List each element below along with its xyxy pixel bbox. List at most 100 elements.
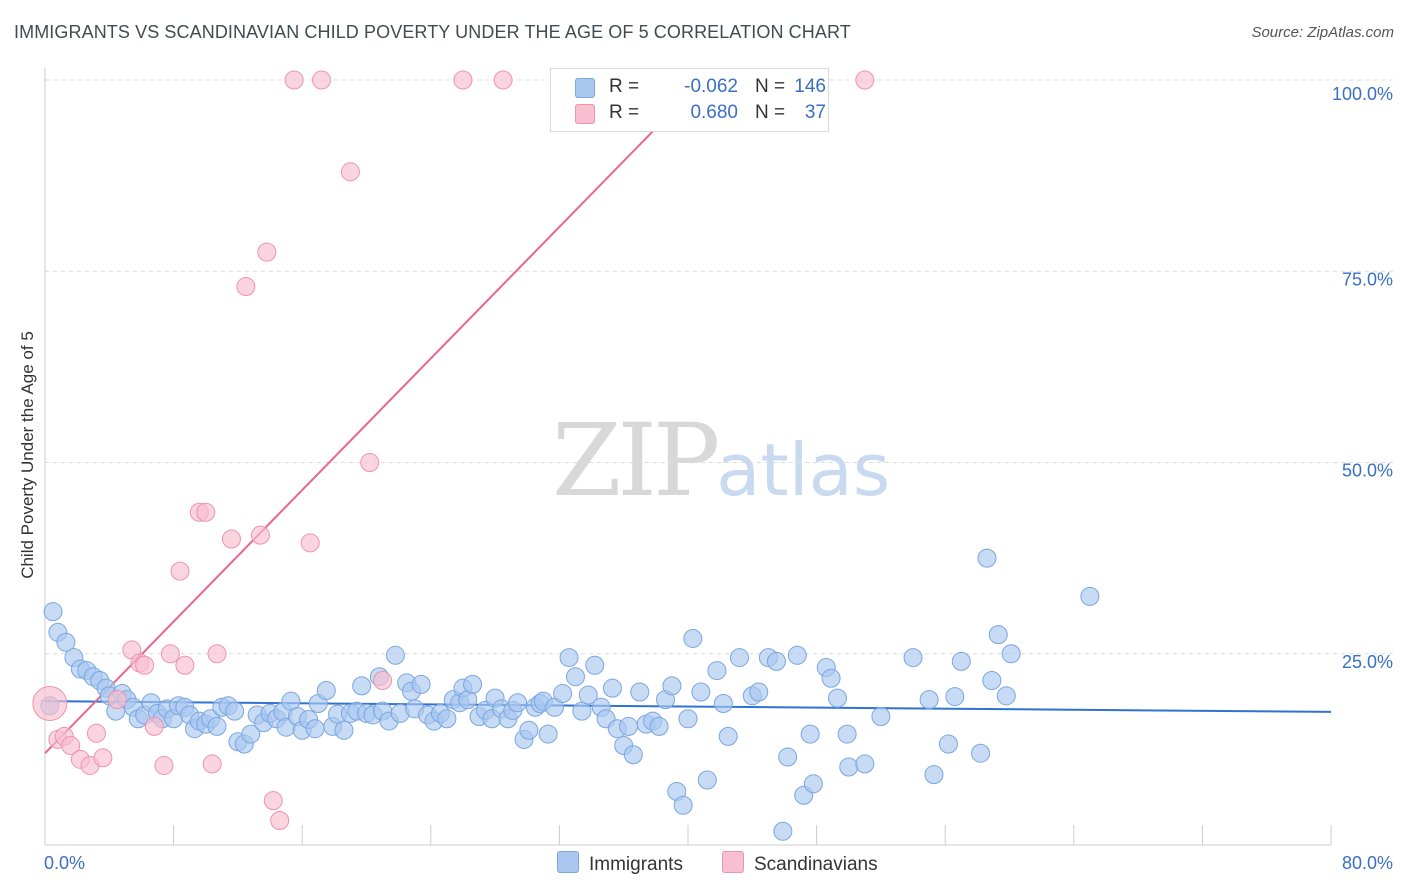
chart-title: IMMIGRANTS VS SCANDINAVIAN CHILD POVERTY… <box>14 22 851 42</box>
scandinavians-point <box>257 242 277 262</box>
immigrants-point <box>411 674 431 694</box>
legend-n-value: 146 <box>794 76 826 97</box>
immigrants-point <box>1001 644 1021 664</box>
source-label: Source: ZipAtlas.com <box>1251 24 1394 41</box>
scandinavians-point <box>453 70 473 90</box>
immigrants-point <box>207 716 227 736</box>
immigrants-point <box>334 720 354 740</box>
immigrants-point <box>729 648 749 668</box>
legend-n-label: N = <box>755 102 786 123</box>
y-tick-label: 100.0% <box>1332 84 1393 104</box>
scandinavians-point <box>300 533 320 553</box>
immigrants-point <box>903 648 923 668</box>
immigrants-point <box>1080 586 1100 606</box>
immigrants-point <box>871 706 891 726</box>
scandinavians-point <box>196 502 216 522</box>
immigrants-point <box>837 724 857 744</box>
legend-r-label: R = <box>609 102 640 123</box>
immigrants-point <box>649 716 669 736</box>
immigrants-point <box>673 795 693 815</box>
bottom-legend-swatch-immigrants <box>557 851 579 873</box>
immigrants-point <box>619 716 639 736</box>
immigrants-point <box>225 701 245 721</box>
watermark-atlas: atlas <box>716 428 891 512</box>
immigrants-point <box>553 684 573 704</box>
immigrants-point <box>919 690 939 710</box>
immigrants-point <box>508 693 528 713</box>
immigrants-point <box>519 720 539 740</box>
scandinavians-point <box>135 655 155 675</box>
scandinavians-point <box>61 736 81 756</box>
immigrants-point <box>977 548 997 568</box>
immigrants-point <box>839 757 859 777</box>
immigrants-point <box>951 651 971 671</box>
bottom-legend-label-scandinavians: Scandinavians <box>754 854 878 875</box>
scandinavians-point <box>221 529 241 549</box>
immigrants-point <box>924 765 944 785</box>
immigrants-point <box>718 726 738 746</box>
bottom-legend-immigrants: Immigrants <box>557 851 683 876</box>
scandinavians-point <box>144 716 164 736</box>
scandinavians-point <box>360 453 380 472</box>
immigrants-point <box>749 682 769 702</box>
scandinavians-point <box>284 70 304 90</box>
legend-n-label: N = <box>755 76 786 97</box>
watermark: ZIPatlas <box>552 402 890 519</box>
immigrants-point <box>241 724 261 744</box>
immigrants-point <box>602 678 622 698</box>
immigrants-point <box>766 651 786 671</box>
scandinavians-point <box>160 644 180 664</box>
immigrants-point <box>385 645 405 665</box>
immigrants-point <box>662 676 682 696</box>
scandinavians-point <box>32 685 68 721</box>
immigrants-point <box>437 709 457 729</box>
scandinavians-point <box>340 162 360 182</box>
immigrants-point <box>678 709 698 729</box>
scandinavians-point <box>175 655 195 675</box>
immigrants-point <box>559 648 579 668</box>
scandinavians-point <box>270 811 290 831</box>
tick-label-layer: 25.0% 50.0% 75.0% 100.0% 0.0% 80.0% <box>44 84 1393 873</box>
point-layer <box>32 70 1100 841</box>
immigrants-point <box>988 625 1008 645</box>
grid-layer <box>45 79 1395 655</box>
immigrants-point <box>56 632 76 652</box>
immigrants-point <box>305 719 325 739</box>
x-tick-label: 80.0% <box>1342 853 1393 873</box>
immigrants-point <box>827 688 847 708</box>
scandinavians-point <box>202 754 222 774</box>
scandinavians-trend-line <box>44 94 689 754</box>
legend-r-value: 0.680 <box>690 102 738 123</box>
immigrants-point <box>971 743 991 763</box>
bottom-legend-swatch-scandinavians <box>722 851 744 873</box>
immigrants-point <box>996 686 1016 706</box>
immigrants-point <box>630 682 650 702</box>
immigrants-point <box>691 682 711 702</box>
immigrants-point <box>800 724 820 744</box>
bottom-legend-label-immigrants: Immigrants <box>589 854 683 875</box>
immigrants-point <box>463 674 483 694</box>
immigrants-point <box>707 661 727 681</box>
scandinavians-point <box>855 70 875 90</box>
trend-layer <box>44 94 1332 754</box>
watermark-zip: ZIP <box>552 402 720 519</box>
scandinavians-point <box>373 671 393 691</box>
scandinavians-point <box>170 561 190 581</box>
immigrants-trend-line <box>44 700 1332 713</box>
y-tick-label: 75.0% <box>1342 269 1393 289</box>
y-tick-label: 25.0% <box>1342 652 1393 672</box>
immigrants-point <box>578 685 598 705</box>
immigrants-point <box>773 821 793 841</box>
axis-layer <box>44 68 1332 846</box>
x-tick-label: 0.0% <box>44 853 85 873</box>
y-tick-label: 50.0% <box>1342 461 1393 481</box>
immigrants-point <box>821 668 841 688</box>
immigrants-point <box>855 754 875 774</box>
scandinavians-point <box>154 755 174 775</box>
scandinavians-point <box>93 748 113 768</box>
scandinavians-point <box>493 70 513 90</box>
legend-swatch-scandinavians <box>575 104 595 124</box>
scandinavians-point <box>86 723 106 743</box>
immigrants-point <box>713 693 733 713</box>
